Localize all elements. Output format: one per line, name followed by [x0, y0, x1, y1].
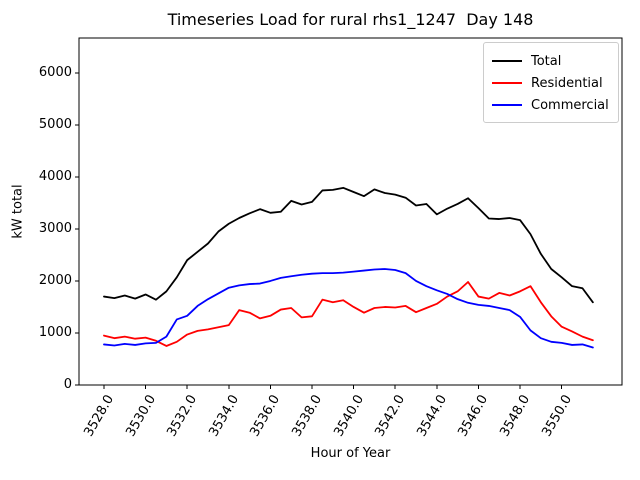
legend-item-label: Commercial [531, 97, 609, 113]
series-line-residential [103, 281, 594, 347]
y-axis-label: kW total [10, 184, 26, 239]
legend-line-swatch [492, 82, 522, 84]
series-line-total [103, 186, 594, 304]
chart-title: Timeseries Load for rural rhs1_1247 Day … [167, 10, 534, 29]
legend-item-total: Total [492, 50, 610, 72]
legend-item-residential: Residential [492, 72, 610, 94]
y-tick-label: 2000 [38, 272, 72, 288]
series-line-commercial [103, 268, 594, 349]
y-tick-label: 0 [63, 377, 72, 392]
y-tick-label: 6000 [38, 64, 72, 80]
legend-item-label: Total [531, 53, 562, 69]
y-tick-label: 4000 [38, 168, 72, 184]
y-tick-label: 1000 [38, 324, 72, 340]
axes-spines [78, 37, 623, 386]
y-tick-label: 5000 [38, 116, 72, 132]
y-tick-label: 3000 [38, 220, 72, 236]
legend-item-label: Residential [531, 75, 603, 91]
legend-line-swatch [492, 104, 522, 106]
legend-line-swatch [492, 60, 522, 62]
legend-item-commercial: Commercial [492, 94, 610, 116]
x-axis-label: Hour of Year [310, 446, 391, 461]
legend: Total Residential Commercial [483, 42, 619, 123]
